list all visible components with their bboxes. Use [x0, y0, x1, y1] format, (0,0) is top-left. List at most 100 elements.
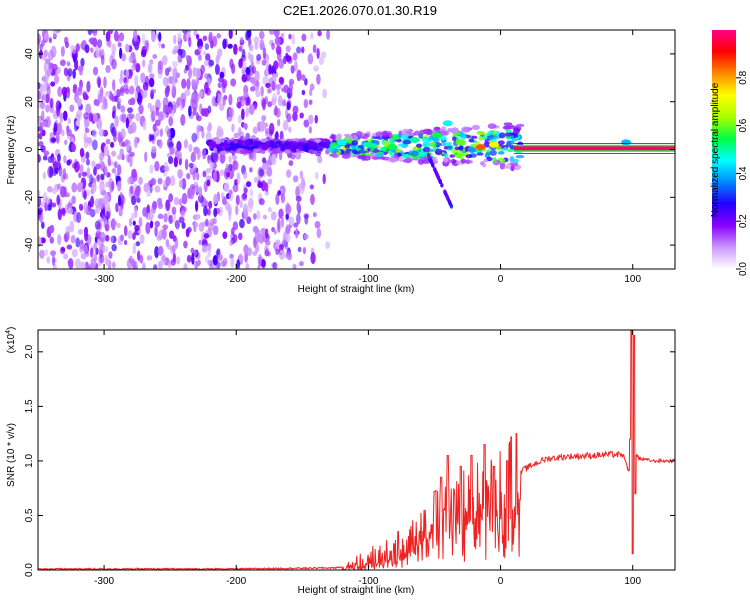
spectrogram-noise-blob [83, 201, 88, 214]
spectrogram-noise-blob [298, 261, 304, 267]
spectrogram-noise-blob [203, 233, 210, 239]
spectrogram-band-blob [515, 155, 525, 159]
snr-x-tick-label: -200 [226, 576, 246, 587]
spectrogram-noise-blob [299, 112, 304, 119]
spectrogram-band-blob [452, 136, 457, 142]
spectrogram-noise-blob [92, 112, 98, 122]
spectrogram-noise-blob [157, 197, 163, 206]
spectrogram-band-blob [432, 137, 440, 143]
spectrogram-band-blob [483, 158, 488, 163]
spectrogram-noise-blob [191, 79, 196, 88]
spectrogram-noise-blob [133, 41, 140, 51]
spectrogram-noise-blob [183, 240, 188, 249]
spectrogram-noise-blob [94, 220, 101, 230]
spectrogram-noise-blob [169, 175, 176, 187]
spectrogram-noise-blob [176, 140, 182, 152]
spectrogram-noise-blob [308, 126, 312, 134]
spectrogram-noise-blob [148, 77, 155, 88]
spectrogram-noise-blob [177, 169, 183, 179]
spectrogram-noise-blob [69, 104, 75, 112]
spectrogram-noise-blob [65, 192, 70, 198]
spectrogram-band-blob [224, 144, 231, 149]
spectrogram-noise-blob [56, 183, 62, 190]
spectrogram-noise-blob [219, 128, 224, 138]
spectrogram-noise-blob [326, 30, 331, 40]
spectrogram-noise-blob [199, 103, 203, 115]
spectrogram-noise-blob [164, 67, 170, 77]
spectrogram-noise-blob [38, 117, 41, 124]
spectrogram-noise-blob [221, 260, 227, 267]
spectrogram-noise-blob [202, 170, 207, 178]
spectrogram-noise-blob [304, 233, 309, 240]
spectrogram-band-blob [417, 158, 425, 165]
spectrogram-noise-blob [184, 89, 191, 97]
spectrogram-noise-blob [67, 67, 73, 77]
spectrogram-noise-blob [60, 46, 65, 57]
spectrogram-noise-blob [130, 212, 136, 221]
spectrogram-noise-blob [210, 162, 215, 168]
spectrogram-noise-blob [116, 154, 123, 160]
spectrogram-band-blob [320, 138, 330, 143]
spectrogram-noise-blob [92, 37, 98, 48]
spectrogram-noise-blob [190, 152, 197, 163]
spectrogram-noise-blob [129, 155, 133, 168]
spectrogram-noise-blob [66, 61, 71, 67]
spectrogram-band-blob [449, 154, 455, 158]
colorbar-gradient [712, 30, 736, 269]
spectrogram-noise-blob [78, 172, 82, 179]
spectrogram-band-blob [429, 148, 435, 152]
spectrogram-band-blob [392, 157, 398, 162]
spectrogram-tail-blob [445, 194, 449, 200]
spectrogram-noise-blob [48, 37, 53, 44]
spectrogram-noise-blob [132, 265, 138, 269]
spectrogram-band-blob [505, 129, 512, 133]
spectrogram-noise-blob [318, 57, 325, 66]
spectrogram-noise-blob [262, 98, 266, 111]
spectrogram-noise-blob [77, 228, 84, 235]
spectrogram-band-blob [357, 155, 363, 159]
spectrogram-noise-blob [61, 246, 66, 252]
spectrogram-noise-blob [191, 132, 198, 143]
spectrogram-noise-blob [120, 201, 124, 211]
spectrogram-noise-blob [141, 45, 147, 56]
spectrogram-noise-blob [124, 88, 130, 95]
spectrogram-noise-blob [111, 43, 117, 55]
spectrogram-noise-blob [149, 220, 154, 229]
spectrogram-noise-blob [223, 94, 228, 101]
spectrogram-noise-blob [288, 160, 294, 167]
spectrogram-noise-blob [303, 98, 309, 109]
spectrogram-noise-blob [307, 53, 314, 65]
spectrogram-noise-blob [242, 203, 248, 215]
spectrogram-noise-blob [101, 215, 106, 223]
spectrogram-noise-blob [136, 250, 141, 261]
spectrogram-noise-blob [98, 128, 105, 137]
spectrogram-noise-blob [228, 189, 233, 195]
spectrogram-noise-blob [310, 252, 316, 264]
spectrogram-noise-blob [241, 99, 246, 106]
spectrogram-band-blob [503, 125, 511, 130]
spectrogram-noise-blob [188, 162, 194, 168]
spectrogram-noise-blob [243, 170, 248, 180]
spectrogram-noise-blob [102, 245, 109, 253]
spectrogram-noise-blob [95, 99, 100, 107]
spectrogram-noise-blob [296, 46, 302, 54]
spectrogram-noise-blob [134, 224, 140, 232]
spectrogram-noise-blob [39, 121, 44, 133]
spectrogram-band-blob [425, 128, 433, 136]
spectrogram-band-blob [280, 146, 286, 152]
spectrogram-band-blob [351, 149, 358, 154]
spectrogram-noise-blob [232, 154, 238, 161]
spectrogram-x-tick-label: -100 [358, 274, 378, 285]
spectrogram-band-blob [512, 127, 521, 134]
spectrogram-noise-blob [233, 132, 240, 139]
spectrogram-noise-blob [264, 127, 270, 135]
spectrogram-x-tick-label: 0 [498, 274, 504, 285]
spectrogram-noise-blob [213, 207, 218, 218]
spectrogram-noise-blob [203, 200, 209, 208]
spectrogram-noise-blob [183, 263, 188, 269]
spectrogram-noise-blob [182, 30, 188, 34]
spectrogram-noise-blob [57, 122, 62, 135]
spectrogram-noise-blob [164, 199, 171, 212]
spectrogram-noise-blob [206, 208, 211, 216]
spectrogram-noise-blob [198, 239, 202, 246]
